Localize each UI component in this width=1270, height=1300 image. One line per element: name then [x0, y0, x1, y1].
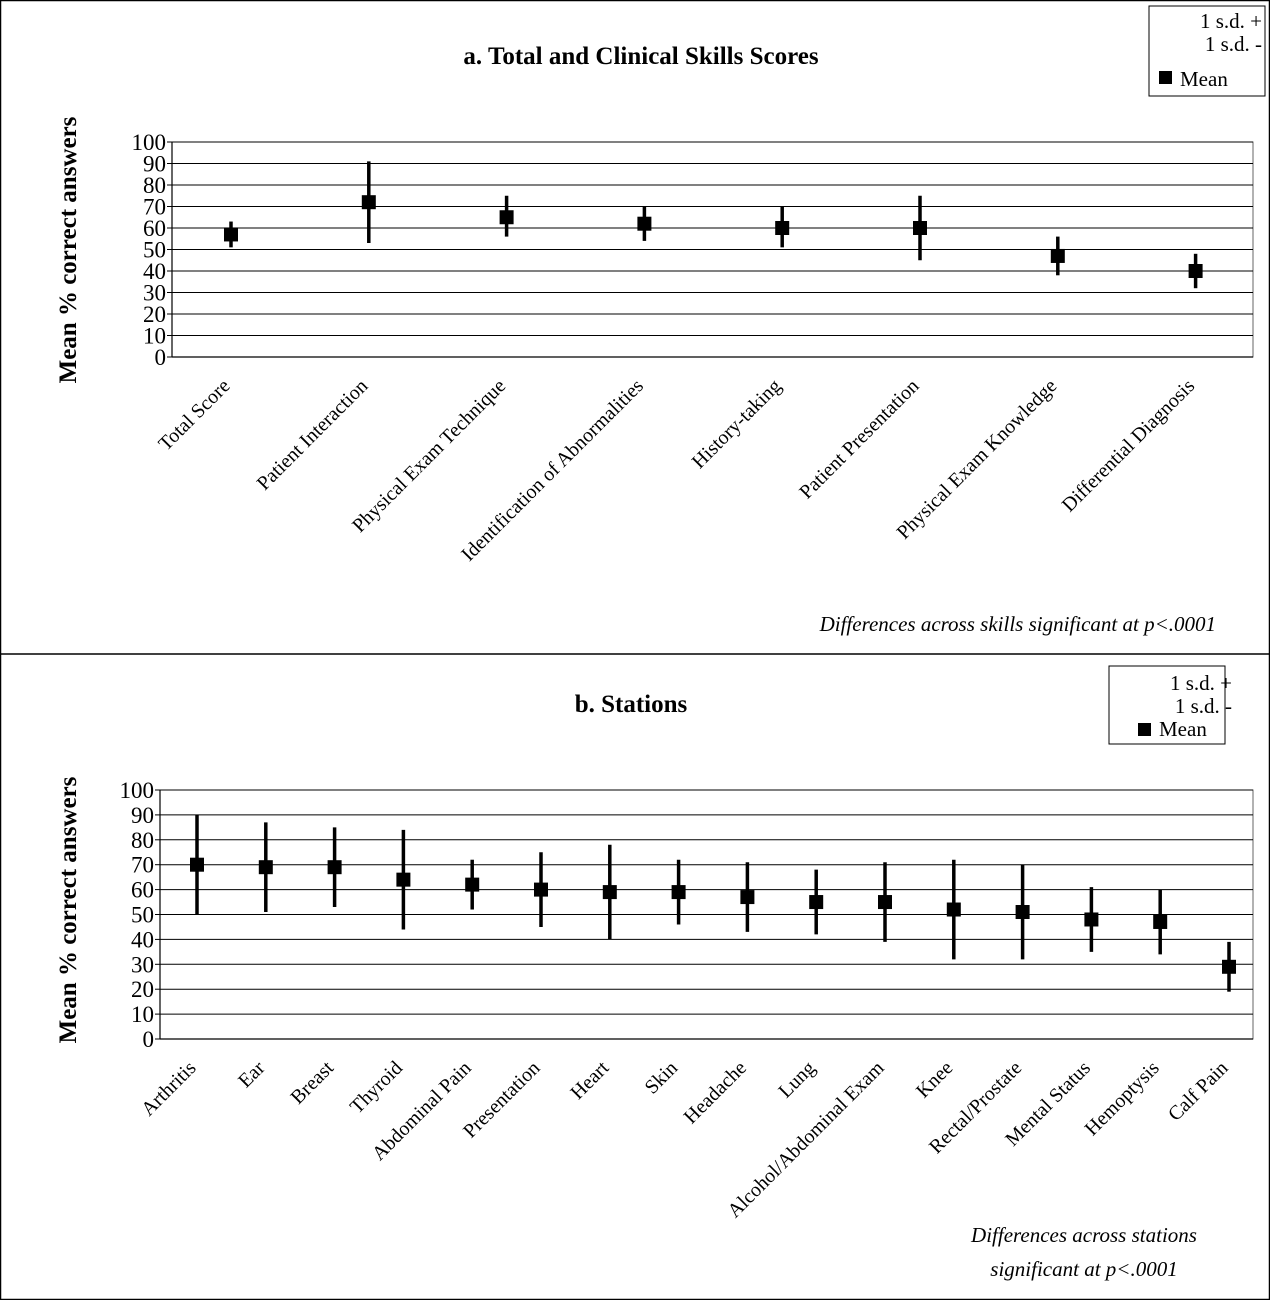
panel-a-category-label: Physical Exam Knowledge	[893, 375, 1062, 544]
panel-a-mean-marker	[913, 221, 927, 235]
panel-a-y-tick-label: 100	[132, 130, 167, 155]
panel-b-y-tick-label: 20	[131, 977, 154, 1002]
panel-b-category-label: Calf Pain	[1164, 1057, 1233, 1126]
panel-b-mean-marker	[534, 882, 548, 897]
panel-b-y-tick-label: 60	[131, 878, 154, 903]
panel-b-y-tick-label: 30	[131, 952, 154, 977]
panel-a-y-axis-label: Mean % correct answers	[55, 116, 82, 383]
panel-a-category-label: Patient Interaction	[253, 375, 373, 495]
panel-a-mean-marker	[361, 195, 376, 210]
panel-a-y-tick-label: 40	[143, 259, 166, 284]
panel-b-category-label: Heart	[566, 1057, 613, 1104]
panel-a-legend: 1 s.d. + 1 s.d. - Mean	[1148, 5, 1266, 97]
panel-a-legend-sd-minus: 1 s.d. -	[1205, 32, 1262, 56]
panel-a-category-label: History-taking	[688, 375, 786, 473]
panel-b-y-tick-label: 90	[131, 803, 154, 828]
panel-b-category-label: Arthritis	[137, 1057, 201, 1121]
panel-b-mean-marker	[671, 885, 686, 900]
panel-a-significance-note: Differences across skills significant at…	[819, 612, 1216, 636]
panel-b-legend-box	[1108, 665, 1226, 745]
panel-b-mean-marker	[190, 857, 204, 872]
panel-a: a. Total and Clinical Skills Scores Mean…	[55, 5, 1266, 636]
panel-b-significance-note-line-2: significant at p<.0001	[990, 1257, 1177, 1281]
panel-b-category-label: Hemoptysis	[1081, 1057, 1164, 1140]
panel-a-category-label: Total Score	[154, 375, 234, 455]
panel-a-y-tick-label: 30	[143, 281, 166, 306]
panel-b-y-tick-label: 80	[131, 828, 154, 853]
panel-b-category-label: Ear	[234, 1057, 269, 1092]
panel-a-legend-mean-marker	[1159, 71, 1172, 84]
panel-b-y-tick-label: 10	[131, 1002, 154, 1027]
panel-b-y-axis-label: Mean % correct answers	[55, 776, 82, 1043]
panel-b-y-tick-label: 50	[131, 903, 154, 928]
panel-b-mean-marker	[327, 860, 342, 875]
panel-a-mean-marker	[499, 210, 514, 225]
panel-b-title: b. Stations	[575, 691, 688, 718]
panel-a-mean-marker	[1188, 264, 1203, 278]
panel-b-legend-sd-minus: 1 s.d. -	[1175, 694, 1232, 718]
panel-b-legend: 1 s.d. + 1 s.d. - Mean	[1108, 665, 1232, 745]
panel-b-mean-marker	[1084, 912, 1099, 927]
panel-a-legend-sd-plus: 1 s.d. +	[1200, 9, 1262, 33]
panel-b-significance-note-line-1: Differences across stations	[970, 1223, 1197, 1247]
panel-b-category-label: Thyroid	[346, 1057, 407, 1118]
panel-b-category-label: Breast	[286, 1057, 338, 1109]
panel-b-legend-mean-marker	[1138, 723, 1151, 736]
panel-b-mean-marker	[258, 860, 273, 875]
panel-a-category-label: Differential Diagnosis	[1058, 375, 1200, 517]
panel-a-category-label: Physical Exam Technique	[348, 375, 510, 537]
panel-b-y-tick-label: 70	[131, 853, 154, 878]
panel-b-y-tick-label: 100	[120, 778, 155, 803]
panel-b-category-label: Skin	[641, 1057, 682, 1098]
panel-a-y-tick-label: 80	[143, 173, 166, 198]
panel-a-y-tick-label: 0	[155, 345, 167, 370]
panel-b-mean-marker	[809, 895, 824, 910]
panel-b: b. Stations Mean % correct answers 01020…	[55, 665, 1254, 1281]
panel-b-category-label: Lung	[774, 1057, 819, 1102]
panel-b-mean-marker	[1153, 914, 1168, 929]
panel-b-mean-marker	[946, 902, 961, 917]
panel-b-mean-marker	[602, 885, 617, 900]
panel-b-legend-mean: Mean	[1159, 717, 1207, 741]
panel-b-mean-marker	[878, 895, 892, 910]
panel-a-y-tick-label: 50	[143, 238, 166, 263]
panel-a-y-tick-label: 20	[143, 302, 166, 327]
panel-a-category-label: Patient Presentation	[795, 375, 923, 503]
panel-a-y-tick-label: 90	[143, 152, 166, 177]
panel-b-mean-marker	[465, 877, 480, 892]
panel-b-mean-marker	[740, 890, 755, 905]
panel-a-y-tick-label: 10	[143, 324, 166, 349]
panel-b-y-tick-label: 40	[131, 927, 154, 952]
panel-a-y-tick-label: 60	[143, 216, 166, 241]
panel-b-mean-marker	[1015, 905, 1030, 920]
panel-a-y-tick-label: 70	[143, 195, 166, 220]
panel-b-category-label: Knee	[912, 1057, 957, 1102]
panel-a-mean-marker	[775, 221, 790, 235]
panel-b-category-label: Headache	[680, 1057, 751, 1128]
panel-b-mean-marker	[396, 872, 411, 887]
panel-a-mean-marker	[224, 227, 238, 242]
panel-b-y-tick-label: 0	[143, 1027, 155, 1052]
panel-a-title: a. Total and Clinical Skills Scores	[463, 43, 818, 70]
panel-a-mean-marker	[637, 216, 652, 231]
panel-b-legend-sd-plus: 1 s.d. +	[1170, 671, 1232, 695]
panel-b-mean-marker	[1222, 959, 1236, 974]
panel-a-mean-marker	[1050, 248, 1065, 263]
panel-a-legend-mean: Mean	[1180, 67, 1228, 91]
